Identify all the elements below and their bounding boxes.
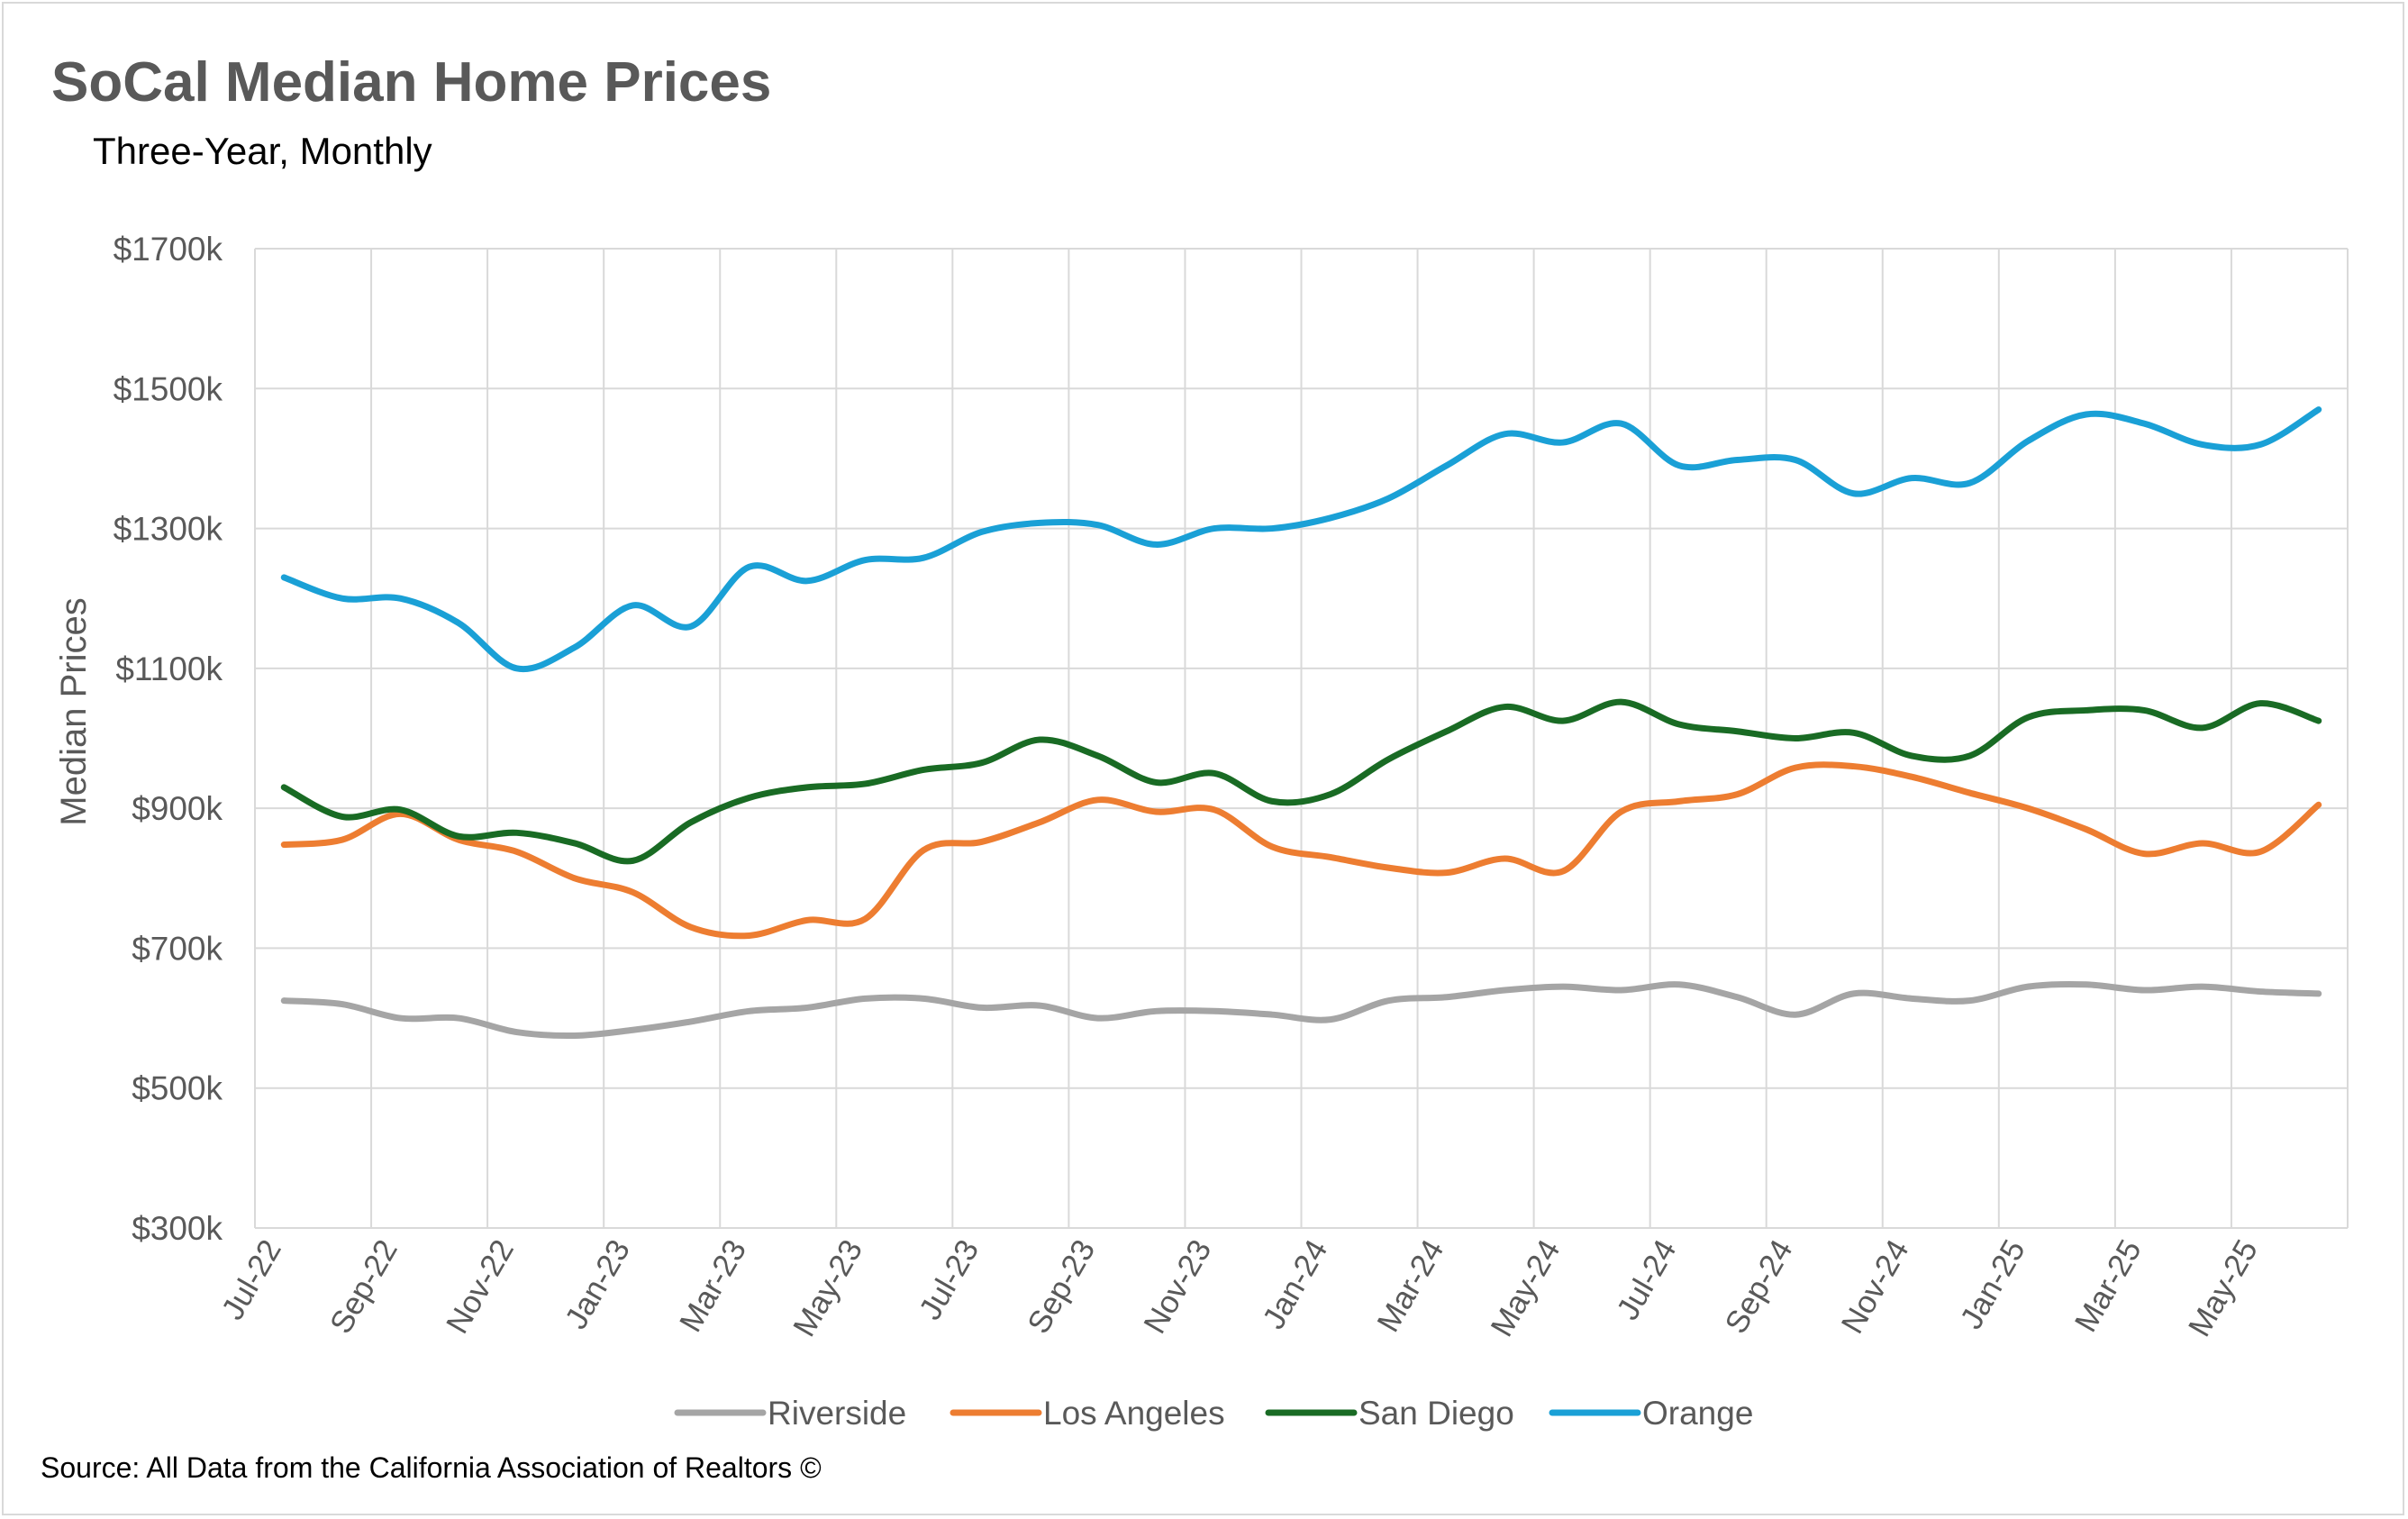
- x-tick-label: Nov-24: [1835, 1234, 1916, 1340]
- grid: [254, 248, 2349, 1229]
- x-tick-label: May-23: [786, 1234, 869, 1343]
- x-tick-label: Nov-22: [440, 1234, 521, 1340]
- x-tick-label: Sep-23: [1021, 1234, 1102, 1340]
- series-line-orange: [280, 406, 2322, 673]
- source-note: Source: All Data from the California Ass…: [41, 1451, 822, 1484]
- x-axis-ticks: Jul-22 Sep-22 Nov-22 Jan-23 Mar-23 May-23 Jul-…: [214, 1234, 2264, 1343]
- x-tick-label: May-25: [2182, 1234, 2265, 1343]
- legend: Riverside Los Angeles San Diego Orange: [674, 1395, 1753, 1432]
- x-tick-label: Jan-23: [559, 1234, 637, 1335]
- y-tick-label: $900k: [132, 790, 223, 827]
- chart-title: SoCal Median Home Prices: [51, 51, 771, 114]
- series-line-riverside: [280, 980, 2322, 1040]
- x-tick-label: Sep-24: [1718, 1234, 1799, 1340]
- x-tick-label: Mar-25: [2068, 1234, 2149, 1339]
- x-tick-label: Jan-25: [1953, 1234, 2031, 1335]
- legend-label: Los Angeles: [1043, 1395, 1225, 1432]
- y-tick-label: $700k: [132, 930, 223, 967]
- y-axis-title: Median Prices: [54, 597, 94, 825]
- series-line-los-angeles: [280, 761, 2322, 940]
- series-lines: [280, 406, 2322, 1040]
- y-tick-label: $500k: [132, 1070, 223, 1107]
- x-tick-label: May-24: [1484, 1234, 1567, 1343]
- x-tick-label: Jul-22: [214, 1234, 287, 1326]
- x-tick-label: Nov-23: [1137, 1234, 1218, 1340]
- x-tick-label: Sep-22: [323, 1234, 404, 1340]
- legend-label: San Diego: [1358, 1395, 1514, 1432]
- x-tick-label: Mar-23: [673, 1234, 753, 1339]
- y-tick-label: $300k: [132, 1210, 223, 1247]
- y-tick-label: $1700k: [114, 231, 223, 268]
- chart-subtitle: Three-Year, Monthly: [93, 130, 432, 172]
- y-tick-label: $1500k: [114, 370, 223, 407]
- x-tick-label: Jul-23: [913, 1234, 986, 1326]
- x-tick-label: Mar-24: [1370, 1234, 1450, 1339]
- y-tick-label: $1300k: [114, 511, 223, 548]
- legend-label: Riverside: [768, 1395, 906, 1432]
- x-tick-label: Jan-24: [1256, 1234, 1334, 1335]
- series-line-san-diego: [280, 698, 2322, 865]
- x-tick-label: Jul-24: [1610, 1234, 1683, 1326]
- y-tick-label: $1100k: [115, 650, 223, 687]
- y-axis-ticks: $300k $500k $700k $900k $1100k $1300k $1500k $1…: [114, 231, 223, 1247]
- legend-label: Orange: [1642, 1395, 1753, 1432]
